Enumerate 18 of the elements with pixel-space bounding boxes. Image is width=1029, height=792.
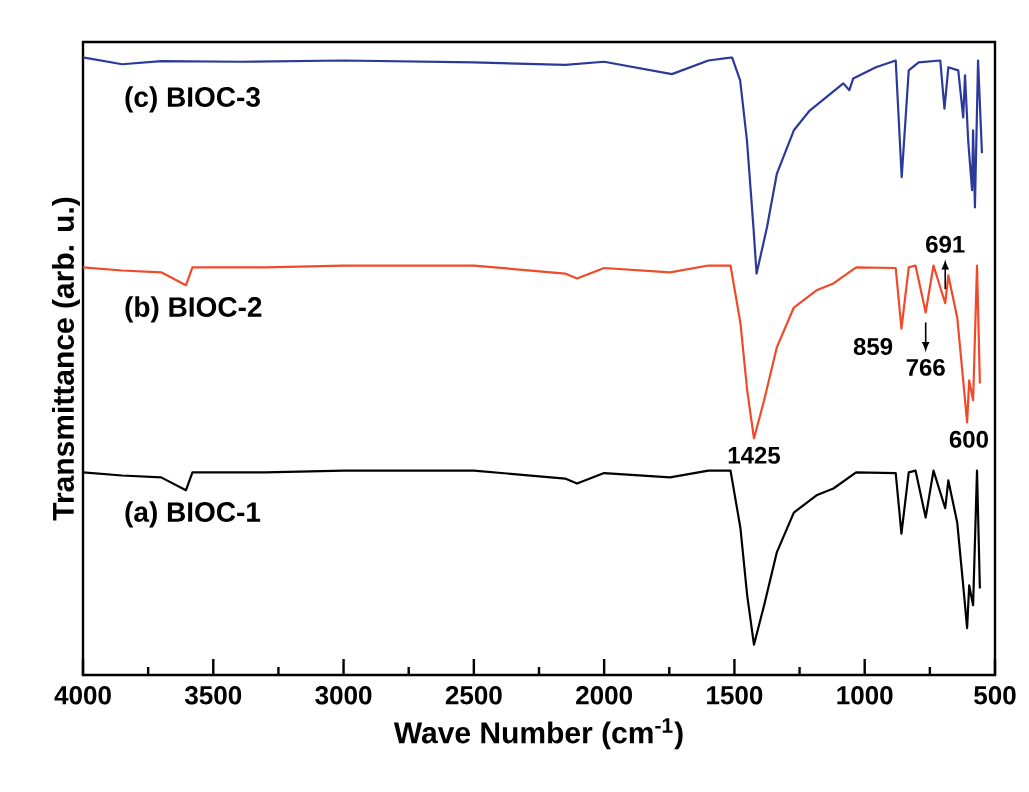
x-tick-label: 1500 [707, 686, 763, 705]
x-tick-label: 2500 [445, 686, 502, 705]
x-tick-label: 1000 [837, 686, 893, 705]
x-tick-label: 3500 [184, 686, 242, 705]
x-tick-label: 500 [974, 686, 1016, 705]
annotation: 766 [906, 358, 945, 376]
y-axis-title: Transmittance (arb. u.) [51, 197, 80, 521]
annotation: 691 [926, 235, 965, 253]
annotation: 1425 [728, 446, 780, 464]
annotation: 600 [949, 430, 988, 448]
series-label: (c) BIOC-3 [125, 86, 260, 113]
x-tick-label: 4000 [54, 686, 111, 705]
x-tick-label: 3000 [315, 686, 372, 705]
annotation: 859 [853, 338, 893, 356]
x-tick-label: 2000 [576, 686, 632, 705]
series-label: (b) BIOC-2 [125, 296, 262, 323]
x-axis-title: Wave Number (cm$^{-1}$) [393, 718, 683, 750]
series-label: (a) BIOC-1 [125, 501, 261, 528]
